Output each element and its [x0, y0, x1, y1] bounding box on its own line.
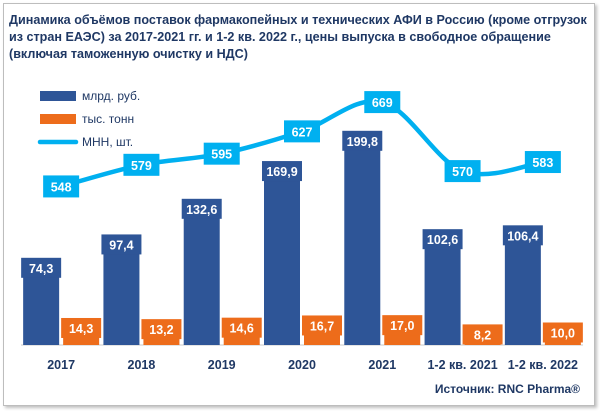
data-label-rub: 199,8 [347, 135, 378, 149]
legend-label: млрд. руб. [82, 89, 140, 103]
data-label-bg-rub [21, 257, 62, 278]
line-label: 579 [131, 159, 152, 173]
bar-rub [264, 173, 300, 345]
bar-rub [23, 269, 60, 345]
line-label-bg [364, 91, 401, 114]
legend-label: МНН, шт. [82, 135, 133, 149]
line-label-bg [444, 160, 481, 183]
data-label-bg-ton [141, 319, 182, 340]
data-label-bg-rub [101, 234, 142, 255]
line-label-bg [123, 153, 160, 176]
data-label-bg-ton [542, 322, 583, 343]
data-label-bg-rub [262, 161, 302, 182]
x-tick-label: 2017 [47, 358, 75, 372]
legend-swatch [40, 91, 76, 101]
data-label-bg-ton [221, 317, 262, 338]
line-label-bg [524, 151, 561, 174]
bar-rub [344, 142, 381, 345]
data-label-bg-rub [422, 229, 463, 250]
data-label-ton: 14,6 [230, 322, 254, 336]
bar-rub [424, 241, 461, 345]
data-label-rub: 97,4 [109, 238, 133, 252]
x-tick-label: 2020 [288, 358, 316, 372]
data-label-ton: 14,3 [69, 322, 93, 336]
bar-rub [504, 237, 541, 345]
legend-label: тыс. тонн [82, 112, 134, 126]
data-label-ton: 17,0 [390, 319, 414, 333]
x-tick-label: 2019 [208, 358, 236, 372]
line-label: 669 [372, 96, 393, 110]
x-tick-label: 1-2 кв. 2021 [427, 358, 497, 372]
data-label-ton: 8,2 [474, 328, 491, 342]
legend-swatch [40, 114, 76, 124]
line-label: 570 [452, 165, 473, 179]
chart-title: Динамика объёмов поставок фармакопейных … [9, 13, 587, 61]
x-tick-label: 1-2 кв. 2022 [508, 358, 578, 372]
x-tick-label: 2018 [128, 358, 156, 372]
data-label-bg-ton [382, 315, 423, 336]
data-label-rub: 102,6 [427, 233, 458, 247]
line-label-bg [203, 142, 240, 165]
data-label-ton: 13,2 [149, 323, 173, 337]
data-label-ton: 10,0 [551, 327, 575, 341]
data-label-bg-ton [462, 324, 503, 345]
bar-rub [103, 246, 140, 345]
line-label-bg [43, 175, 80, 198]
bar-rub [183, 210, 220, 345]
line-label: 595 [211, 148, 232, 162]
data-label-rub: 106,4 [507, 229, 538, 243]
line-label: 583 [532, 156, 553, 170]
data-label-bg-ton [61, 317, 102, 338]
data-label-rub: 132,6 [186, 203, 217, 217]
data-label-rub: 169,9 [266, 165, 297, 179]
data-label-ton: 16,7 [310, 319, 334, 333]
x-tick-label: 2021 [368, 358, 396, 372]
source-note: Источник: RNC Pharma® [434, 382, 580, 396]
line-label: 548 [51, 180, 72, 194]
line-label: 627 [292, 125, 313, 139]
data-label-bg-rub [502, 225, 543, 246]
data-label-bg-ton [302, 315, 342, 336]
line-label-bg [284, 120, 320, 143]
data-label-rub: 74,3 [29, 262, 53, 276]
data-label-bg-rub [181, 198, 222, 219]
data-label-bg-rub [342, 130, 383, 151]
